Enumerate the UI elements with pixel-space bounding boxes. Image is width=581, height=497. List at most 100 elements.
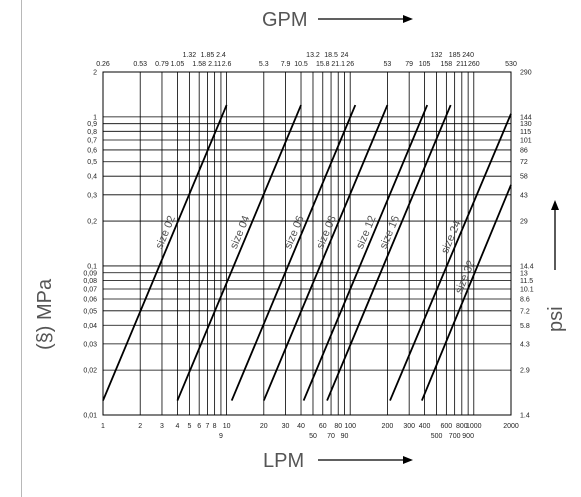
psi-tick-label: 58 (520, 174, 528, 181)
psi-tick-label: 2.9 (520, 368, 530, 375)
y-tick-label: 0,7 (87, 137, 97, 144)
gpm-tick-label: 18.5 (324, 52, 338, 59)
x-tick-label: 8 (213, 423, 217, 430)
series-label: size 02 (153, 214, 178, 251)
gpm-tick-label: 7.9 (281, 61, 291, 68)
x-tick-label: 600 (441, 423, 453, 430)
gpm-tick-label: 15.8 (316, 61, 330, 68)
psi-tick-label: 1.4 (520, 413, 530, 420)
gpm-tick-label: 21.1 (331, 61, 345, 68)
x-tick-label: 1 (101, 423, 105, 430)
series-line (421, 184, 512, 401)
y-tick-label: 0,03 (83, 341, 97, 348)
gpm-tick-label: 13.2 (306, 52, 320, 59)
series-line (176, 104, 302, 401)
gpm-tick-label: 158 (441, 61, 453, 68)
x-tick-label: 700 (449, 433, 461, 440)
left-border-line (21, 0, 22, 497)
psi-tick-label: 86 (520, 147, 528, 154)
psi-tick-label: 4.3 (520, 341, 530, 348)
psi-tick-label: 8.6 (520, 297, 530, 304)
y-tick-label: 0,9 (87, 121, 97, 128)
y-tick-label: 0,04 (83, 323, 97, 330)
gpm-tick-label: 5.3 (259, 61, 269, 68)
y-tick-label: 0,6 (87, 147, 97, 154)
series-label: size 24 (439, 219, 464, 256)
series-line (102, 104, 228, 401)
series-label: size 12 (354, 214, 379, 251)
y-tick-label: 0,4 (87, 174, 97, 181)
y-tick-label: 0,01 (83, 413, 97, 420)
gpm-arrow-icon (318, 15, 413, 23)
psi-tick-label: 72 (520, 159, 528, 166)
psi-tick-label: 11.5 (520, 278, 533, 285)
gpm-tick-label: 1.05 (171, 61, 185, 68)
gpm-tick-label: 260 (468, 61, 480, 68)
gpm-tick-label: 0.26 (96, 61, 110, 68)
psi-tick-label: 10.1 (520, 287, 534, 294)
gpm-tick-label: 0.79 (155, 61, 169, 68)
series-line (262, 104, 389, 401)
gpm-tick-label: 53 (384, 61, 392, 68)
series-label: size 04 (228, 214, 253, 251)
x-tick-label: 60 (319, 423, 327, 430)
gpm-tick-label: 530 (505, 61, 517, 68)
series-label: size 16 (378, 214, 403, 251)
gpm-tick-label: 2.6 (222, 61, 232, 68)
psi-tick-label: 130 (520, 121, 532, 128)
psi-tick-label: 14.4 (520, 263, 534, 270)
grid (102, 71, 512, 416)
gpm-tick-label: 0.53 (133, 61, 147, 68)
gpm-tick-label: 2.4 (216, 52, 226, 59)
series-line (389, 113, 512, 401)
y-tick-label: 0,02 (83, 368, 97, 375)
gpm-tick-label: 240 (462, 52, 474, 59)
gpm-title: GPM (262, 9, 308, 31)
psi-tick-label: 7.2 (520, 308, 530, 315)
psi-axis-label: psi (545, 306, 567, 332)
psi-tick-label: 101 (520, 137, 532, 144)
psi-tick-label: 13 (520, 270, 528, 277)
series-line (326, 104, 452, 401)
x-tick-label: 200 (382, 423, 394, 430)
x-tick-label: 900 (462, 433, 474, 440)
gpm-tick-label: 132 (431, 52, 443, 59)
x-tick-label: 5 (187, 423, 191, 430)
series-lines: size 02 size 04 size 06 size 08 size 12size … (102, 104, 512, 401)
y-tick-label: 0,06 (83, 297, 97, 304)
lpm-arrow-icon (318, 456, 413, 464)
x-tick-label: 10 (223, 423, 231, 430)
psi-tick-label: 115 (520, 129, 531, 136)
psi-tick-label: 144 (520, 114, 532, 121)
x-tick-label: 80 (334, 423, 342, 430)
gpm-tick-label: 1.58 (192, 61, 206, 68)
x-tick-label: 6 (197, 423, 201, 430)
y-tick-label: 0,09 (83, 270, 97, 277)
y-tick-label: 0,3 (87, 192, 97, 199)
gpm-tick-label: 185 (449, 52, 461, 59)
series-line (230, 104, 357, 401)
y-tick-label: 0,05 (83, 308, 97, 315)
y-tick-label: 0,8 (87, 129, 97, 136)
y-tick-label: 0,1 (87, 263, 97, 270)
gpm-tick-label: 105 (419, 61, 431, 68)
gpm-tick-label: 26 (346, 61, 354, 68)
y-tick-label: 0,2 (87, 219, 97, 226)
lpm-title: LPM (263, 450, 304, 472)
psi-tick-label: 29 (520, 219, 528, 226)
gpm-tick-label: 211 (456, 61, 467, 68)
x-tick-label: 9 (219, 433, 223, 440)
mpa-axis-label: (§) MPa (34, 278, 56, 350)
psi-arrow-icon (551, 200, 559, 270)
psi-tick-label: 5.8 (520, 323, 530, 330)
psi-tick-label: 43 (520, 192, 528, 199)
psi-tick-label: 290 (520, 70, 532, 77)
x-tick-label: 800 (456, 423, 468, 430)
gpm-tick-label: 1.85 (201, 52, 215, 59)
x-tick-label: 30 (282, 423, 290, 430)
x-tick-label: 50 (309, 433, 317, 440)
x-tick-label: 7 (205, 423, 209, 430)
gpm-tick-label: 10.5 (294, 61, 308, 68)
x-tick-label: 2000 (503, 423, 519, 430)
